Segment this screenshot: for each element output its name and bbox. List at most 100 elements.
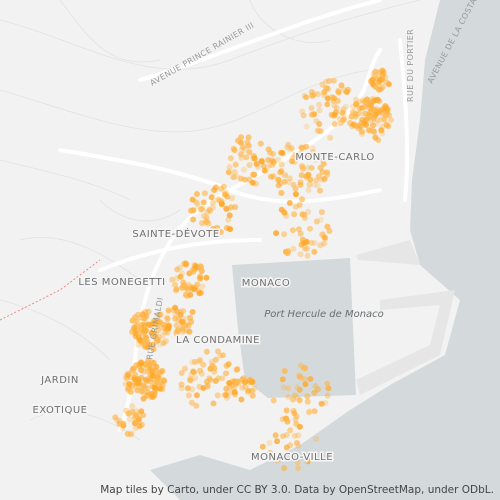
point xyxy=(225,379,232,386)
point xyxy=(234,378,241,385)
point xyxy=(292,191,299,198)
point xyxy=(148,391,155,398)
point xyxy=(304,393,311,400)
point xyxy=(327,134,334,141)
point xyxy=(296,202,303,209)
point xyxy=(227,226,234,233)
point xyxy=(242,384,249,391)
point xyxy=(194,281,201,288)
point xyxy=(143,334,149,341)
point xyxy=(303,94,310,101)
point xyxy=(178,370,185,376)
point xyxy=(196,290,203,297)
point xyxy=(335,88,342,95)
point xyxy=(157,311,164,318)
point xyxy=(296,386,303,393)
point xyxy=(314,182,321,189)
point xyxy=(362,98,369,105)
point xyxy=(138,367,145,374)
point xyxy=(186,328,193,335)
point xyxy=(225,389,232,396)
point xyxy=(324,392,331,399)
point xyxy=(307,376,314,382)
point xyxy=(210,226,217,232)
point xyxy=(358,128,365,135)
point xyxy=(225,361,232,368)
point xyxy=(155,320,162,327)
point xyxy=(311,240,318,246)
point xyxy=(129,403,136,410)
point xyxy=(180,328,187,335)
point xyxy=(295,465,302,472)
point xyxy=(209,204,216,211)
point xyxy=(372,134,379,141)
point xyxy=(260,163,267,170)
point xyxy=(173,322,180,329)
point xyxy=(359,122,366,129)
point xyxy=(199,205,206,212)
point xyxy=(300,364,307,371)
point xyxy=(172,315,179,322)
point xyxy=(324,85,331,92)
place-label: LES MONEGETTI xyxy=(78,277,165,288)
point xyxy=(150,341,157,348)
point xyxy=(195,358,202,365)
point xyxy=(313,118,320,125)
sea xyxy=(150,0,500,500)
point xyxy=(144,389,151,396)
point xyxy=(124,372,131,379)
point xyxy=(383,121,390,128)
point xyxy=(281,178,288,185)
point xyxy=(211,368,218,375)
attribution: Map tiles by Carto, under CC BY 3.0. Dat… xyxy=(100,484,494,496)
point xyxy=(223,385,230,392)
point xyxy=(112,414,119,421)
point xyxy=(317,187,323,194)
point xyxy=(129,329,135,336)
point xyxy=(190,216,197,223)
point xyxy=(172,315,179,322)
point xyxy=(231,389,238,396)
point xyxy=(282,172,289,179)
place-label: MONTE-CARLO xyxy=(295,152,374,163)
point xyxy=(315,386,321,393)
point xyxy=(130,327,137,334)
point xyxy=(259,443,266,450)
point xyxy=(141,322,148,329)
point xyxy=(240,144,247,151)
point xyxy=(309,145,316,152)
point xyxy=(232,161,239,168)
point xyxy=(139,388,146,395)
point xyxy=(135,379,142,386)
point xyxy=(275,176,282,183)
point xyxy=(238,151,245,158)
point xyxy=(304,398,311,405)
point xyxy=(192,375,198,382)
point xyxy=(178,324,185,331)
point xyxy=(156,312,163,319)
point xyxy=(182,260,189,267)
point xyxy=(159,367,166,374)
point xyxy=(178,381,185,388)
point xyxy=(342,103,349,110)
point xyxy=(375,117,381,124)
point xyxy=(189,359,196,366)
point xyxy=(290,396,296,403)
point xyxy=(268,173,274,180)
point xyxy=(279,416,286,423)
point xyxy=(196,356,203,363)
point xyxy=(191,286,198,293)
point xyxy=(317,242,324,249)
point xyxy=(305,208,312,215)
point xyxy=(224,193,231,200)
point xyxy=(181,365,188,372)
point xyxy=(225,216,232,223)
point xyxy=(385,81,392,88)
point xyxy=(388,117,395,123)
point xyxy=(305,171,312,178)
point xyxy=(341,86,347,93)
point xyxy=(297,230,304,237)
water-label: Port Hercule de Monaco xyxy=(264,309,384,320)
point xyxy=(209,362,216,369)
point xyxy=(309,111,315,118)
